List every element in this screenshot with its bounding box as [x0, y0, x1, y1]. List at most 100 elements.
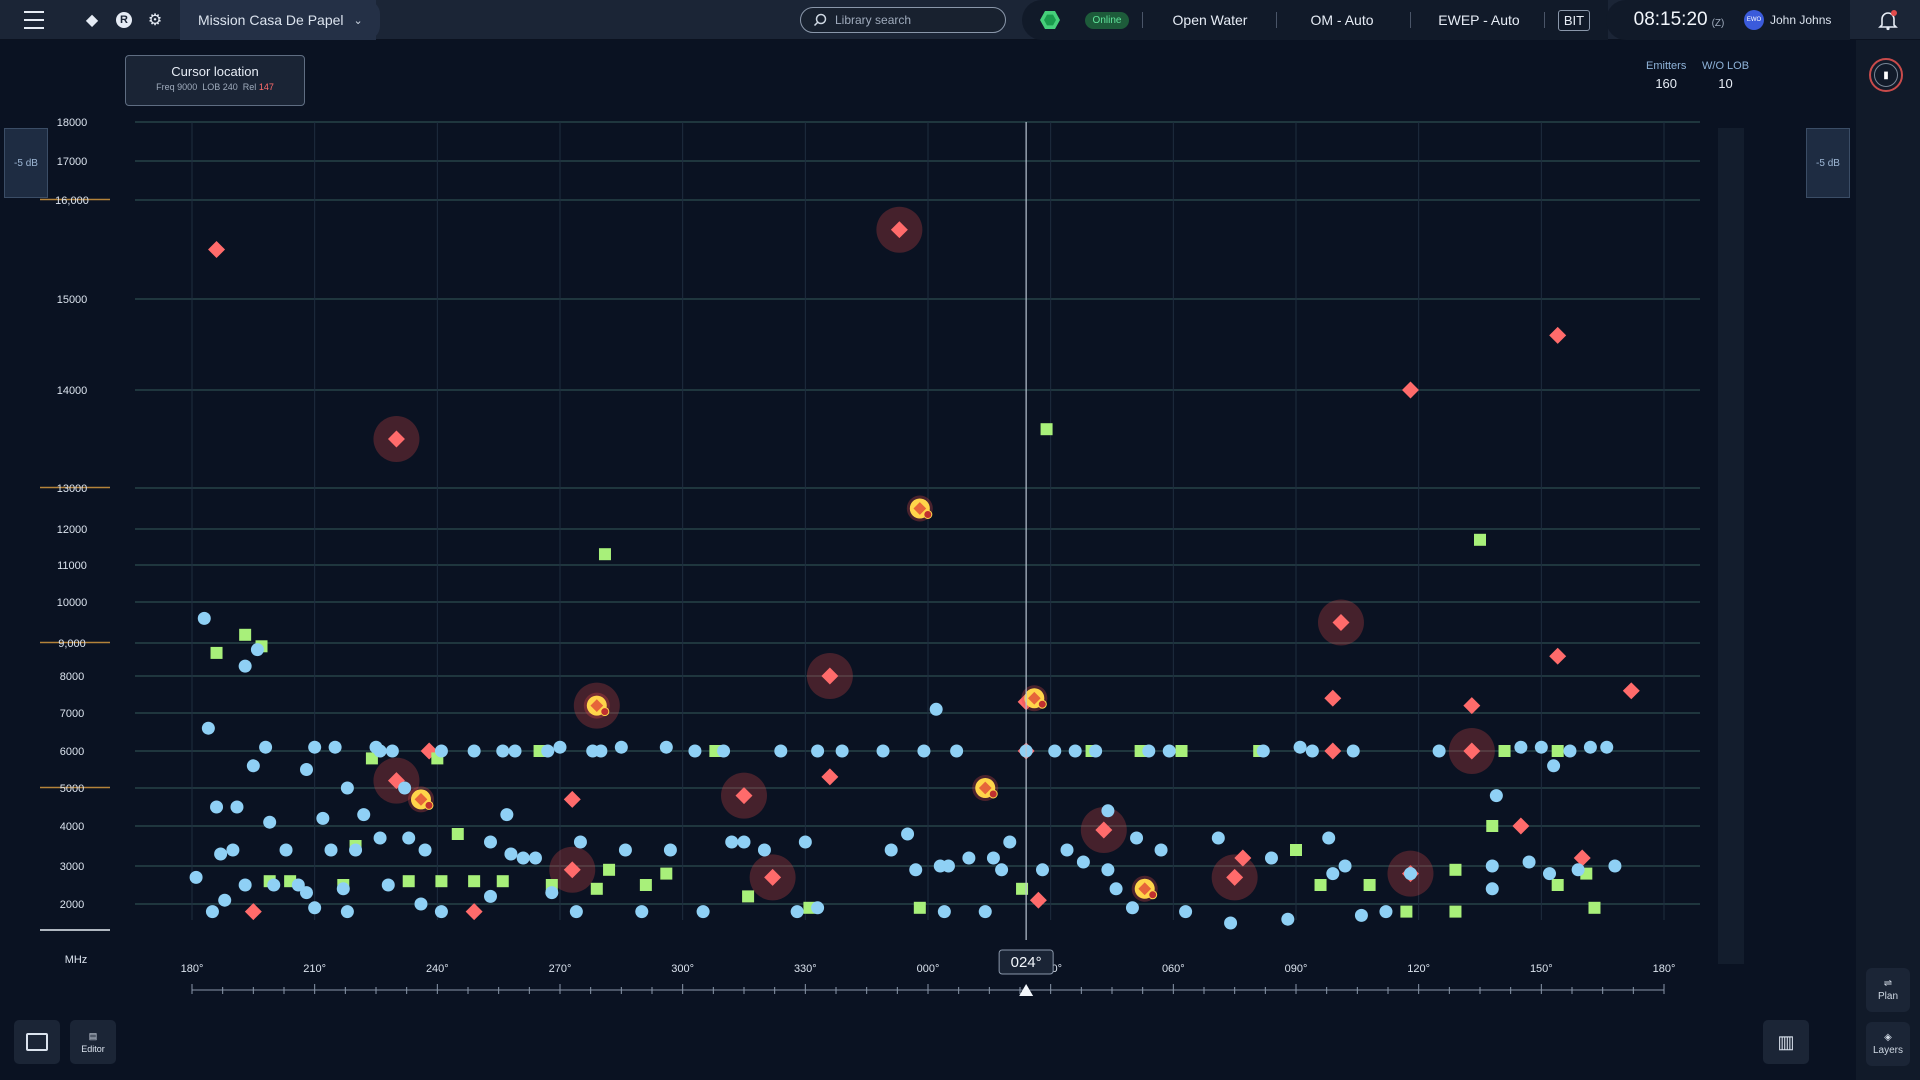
wo-lob-stat: W/O LOB 10: [1702, 60, 1749, 91]
record-icon[interactable]: R: [110, 0, 138, 40]
device-icon: ▥: [1777, 1031, 1795, 1052]
unknown-emitter: [308, 901, 322, 915]
unknown-emitter: [659, 740, 673, 754]
cursor-lob: 240: [222, 82, 238, 92]
freq-tick-label: 7000: [60, 708, 84, 720]
frequency-grid: [40, 121, 1700, 931]
plan-label: Plan: [1877, 991, 1898, 1002]
unknown-emitter: [508, 744, 522, 758]
unknown-emitter: [1211, 831, 1225, 845]
unknown-emitter: [917, 744, 931, 758]
threat-emitter: [1549, 647, 1567, 665]
clock: 08:15:20 (Z): [1624, 0, 1734, 40]
threat-emitter: [821, 667, 839, 685]
bearing-tick-label: 180°: [1653, 963, 1676, 975]
frequency-axis-left: 2000 3000 4000 5000 6000 7000 8000 9,000 10000 11…: [55, 117, 89, 966]
bell-icon[interactable]: [1870, 0, 1906, 40]
unknown-emitter: [414, 897, 428, 911]
friendly-emitter: [1290, 844, 1302, 856]
freq-tick-label: 11000: [57, 560, 87, 572]
unknown-emitter: [373, 744, 387, 758]
unknown-emitter: [373, 831, 387, 845]
emitters-label: Emitters: [1646, 60, 1687, 72]
freq-tick-label: 17000: [57, 156, 88, 168]
threat-emitter: [244, 903, 262, 921]
freq-tick-label: 12000: [57, 524, 88, 536]
friendly-emitter: [239, 628, 252, 641]
threat-emitter: [764, 868, 782, 886]
system-status-icon[interactable]: [1038, 0, 1062, 40]
unknown-emitter: [618, 843, 632, 857]
plan-button[interactable]: ⇌ Plan: [1866, 968, 1910, 1012]
unknown-emitter: [1563, 744, 1577, 758]
emitter-scatter-chart[interactable]: 2000 3000 4000 5000 6000 7000 8000 9,000 10000 11…: [0, 40, 1720, 1000]
user-name: John Johns: [1770, 13, 1832, 27]
unknown-emitter: [189, 870, 203, 884]
unknown-emitter: [937, 905, 951, 919]
unknown-emitter: [197, 611, 211, 625]
threat-emitter: [1402, 381, 1419, 399]
unknown-emitter: [516, 851, 530, 865]
sam-badge: [923, 510, 933, 519]
unknown-emitter: [790, 905, 804, 919]
editor-button[interactable]: ▤ Editor: [70, 1020, 116, 1064]
unknown-emitter: [1154, 843, 1168, 857]
bearing-tick-label: 300°: [671, 963, 694, 975]
freq-tick-label: 9,000: [58, 638, 86, 650]
friendly-emitter: [1551, 745, 1564, 757]
bearing-tick-label: 180°: [181, 963, 204, 975]
clock-time: 08:15:20: [1633, 9, 1708, 30]
diamond-icon[interactable]: ◆: [85, 12, 99, 29]
mode-ewep[interactable]: EWEP - Auto: [1438, 12, 1520, 28]
unknown-emitter: [336, 882, 350, 896]
bit-button[interactable]: BIT: [1554, 0, 1594, 40]
top-bar: ◆ R ⚙ Mission Casa De Papel ⌄ Library se…: [0, 0, 1920, 40]
unknown-emitter: [1256, 744, 1270, 758]
bearing-cursor: 024°: [998, 122, 1054, 996]
device-panel-button[interactable]: ▥: [1763, 1020, 1809, 1064]
unknown-emitter: [1101, 863, 1115, 877]
unknown-emitter: [1571, 863, 1585, 877]
threat-emitter: [1463, 742, 1481, 760]
threat-emitter: [208, 241, 226, 258]
mode-water[interactable]: Open Water: [1172, 12, 1248, 28]
unknown-emitter: [1547, 759, 1561, 773]
search-input[interactable]: Library search: [800, 7, 1006, 33]
threat-emitter: [387, 430, 405, 448]
unknown-emitter: [995, 863, 1009, 877]
db-level-left[interactable]: -5 dB: [4, 128, 48, 198]
layers-icon: ◈: [1884, 1032, 1892, 1043]
unknown-emitter: [541, 744, 555, 758]
unknown-emitter: [1534, 740, 1548, 754]
threat-emitter: [1622, 682, 1640, 700]
db-level-right[interactable]: -5 dB: [1806, 128, 1850, 198]
friendly-emitter: [1551, 879, 1564, 891]
friendly-emitter: [435, 875, 448, 888]
unknown-emitter: [214, 847, 228, 861]
frequency-strip[interactable]: [1718, 128, 1744, 964]
layers-button[interactable]: ◈ Layers: [1866, 1022, 1910, 1066]
mode-om[interactable]: OM - Auto: [1310, 12, 1374, 28]
threat-emitter: [1324, 689, 1342, 707]
mission-selector[interactable]: Mission Casa De Papel ⌄: [186, 0, 376, 40]
unknown-emitter: [381, 878, 395, 892]
gear-icon[interactable]: ⚙: [147, 12, 163, 29]
unknown-emitter: [1489, 789, 1503, 803]
unknown-emitter: [1264, 851, 1278, 865]
menu-icon[interactable]: [14, 0, 54, 40]
view-toggle-button[interactable]: [14, 1020, 60, 1064]
unknown-emitter: [569, 905, 583, 919]
user-menu[interactable]: EWO John Johns: [1744, 0, 1844, 40]
threat-emitter: [563, 861, 581, 879]
unknown-emitter: [308, 740, 322, 754]
unknown-emitter: [250, 643, 264, 657]
unknown-emitter: [978, 905, 992, 919]
unknown-emitter: [340, 905, 354, 919]
friendly-emitter: [590, 882, 603, 895]
bearing-tick-label: 270°: [549, 963, 572, 975]
friendly-emitter: [496, 875, 509, 888]
unknown-emitter: [688, 744, 702, 758]
unknown-emitter: [328, 740, 342, 754]
compass-icon[interactable]: ▮: [1869, 58, 1903, 92]
freq-tick-label: 16,000: [55, 195, 89, 207]
